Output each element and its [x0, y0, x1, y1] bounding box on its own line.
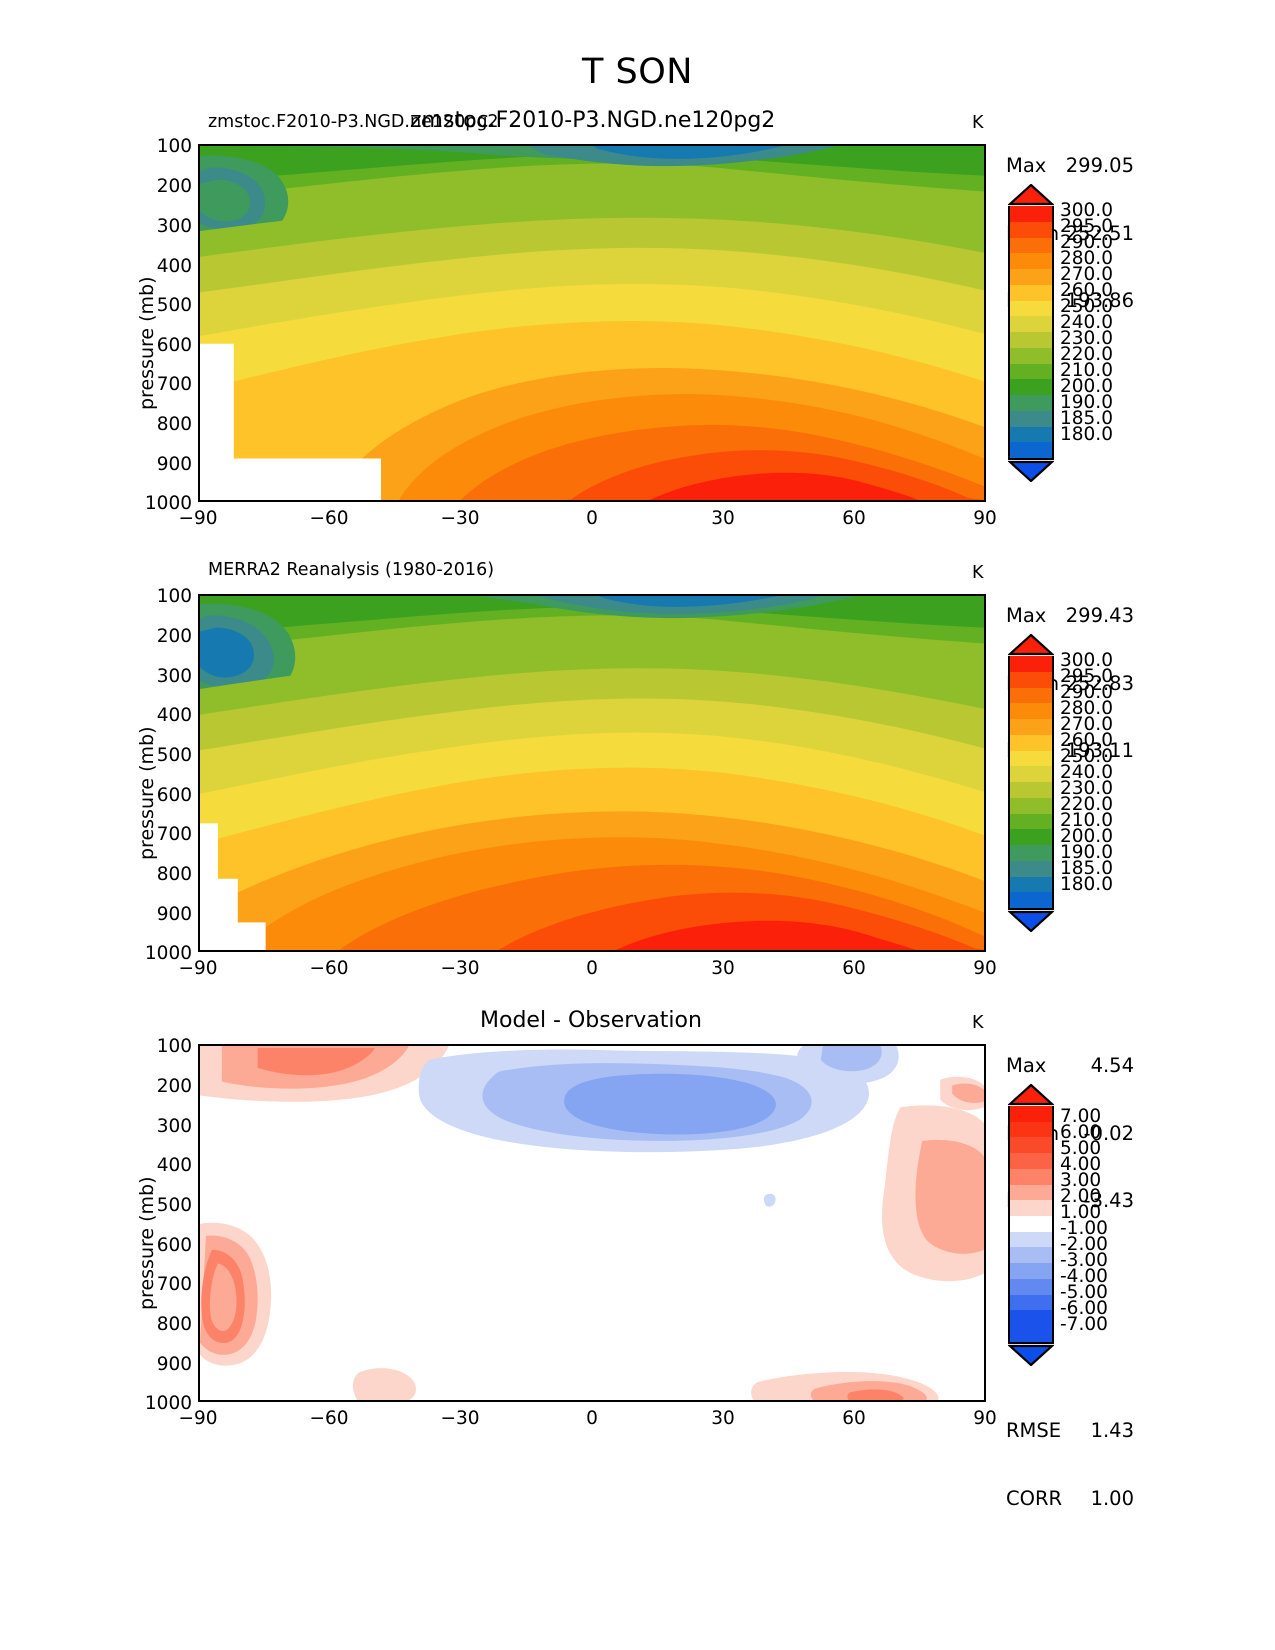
colorbar-cap-min-icon [1008, 910, 1054, 932]
panel-observation-plot [198, 594, 986, 952]
panel-difference-colorbar: 7.00 6.00 5.00 4.00 3.00 2.00 1.00 -1.00… [1008, 1084, 1108, 1366]
panel-difference-title: Model - Observation [480, 1008, 702, 1033]
colorbar-body [1008, 656, 1054, 910]
panel-observation-colorbar: 300.0 295.0 290.0 280.0 270.0 260.0 250.… [1008, 634, 1113, 932]
stat-row: Max 299.43 [1006, 604, 1134, 627]
colorbar-body [1008, 206, 1054, 460]
colorbar-body [1008, 1106, 1054, 1344]
panel-difference-plot [198, 1044, 986, 1402]
panel-observation-units: K [972, 563, 984, 583]
stat-row: Max 299.05 [1006, 154, 1134, 177]
stat-row: Max 4.54 [1006, 1054, 1134, 1077]
panel-model-title-center: zmstoc.F2010-P3.NGD.ne120pg2 [410, 108, 776, 133]
panel-model-units: K [972, 113, 984, 133]
colorbar-cap-max-icon [1008, 184, 1054, 206]
panel-observation-title-left: MERRA2 Reanalysis (1980-2016) [208, 560, 495, 580]
panel-model-colorbar: 300.0 295.0 290.0 280.0 270.0 260.0 250.… [1008, 184, 1113, 482]
colorbar-cap-min-icon [1008, 460, 1054, 482]
panel-difference-units: K [972, 1013, 984, 1033]
panel-model-title-left: zmstoc.F2010-P3.NGD.ne120pg2 [208, 112, 499, 132]
panel-observation-contours [200, 596, 984, 950]
panel-difference-contours [200, 1046, 984, 1400]
colorbar-cap-max-icon [1008, 634, 1054, 656]
panel-difference-metrics: RMSE 1.43 CORR 1.00 [1006, 1375, 1134, 1555]
panel-model-plot [198, 144, 986, 502]
panel-model-contours [200, 146, 984, 500]
colorbar-cap-min-icon [1008, 1344, 1054, 1366]
figure-title: T SON [582, 52, 693, 92]
metric-row: CORR 1.00 [1006, 1486, 1134, 1510]
metric-row: RMSE 1.43 [1006, 1419, 1134, 1442]
colorbar-cap-max-icon [1008, 1084, 1054, 1106]
